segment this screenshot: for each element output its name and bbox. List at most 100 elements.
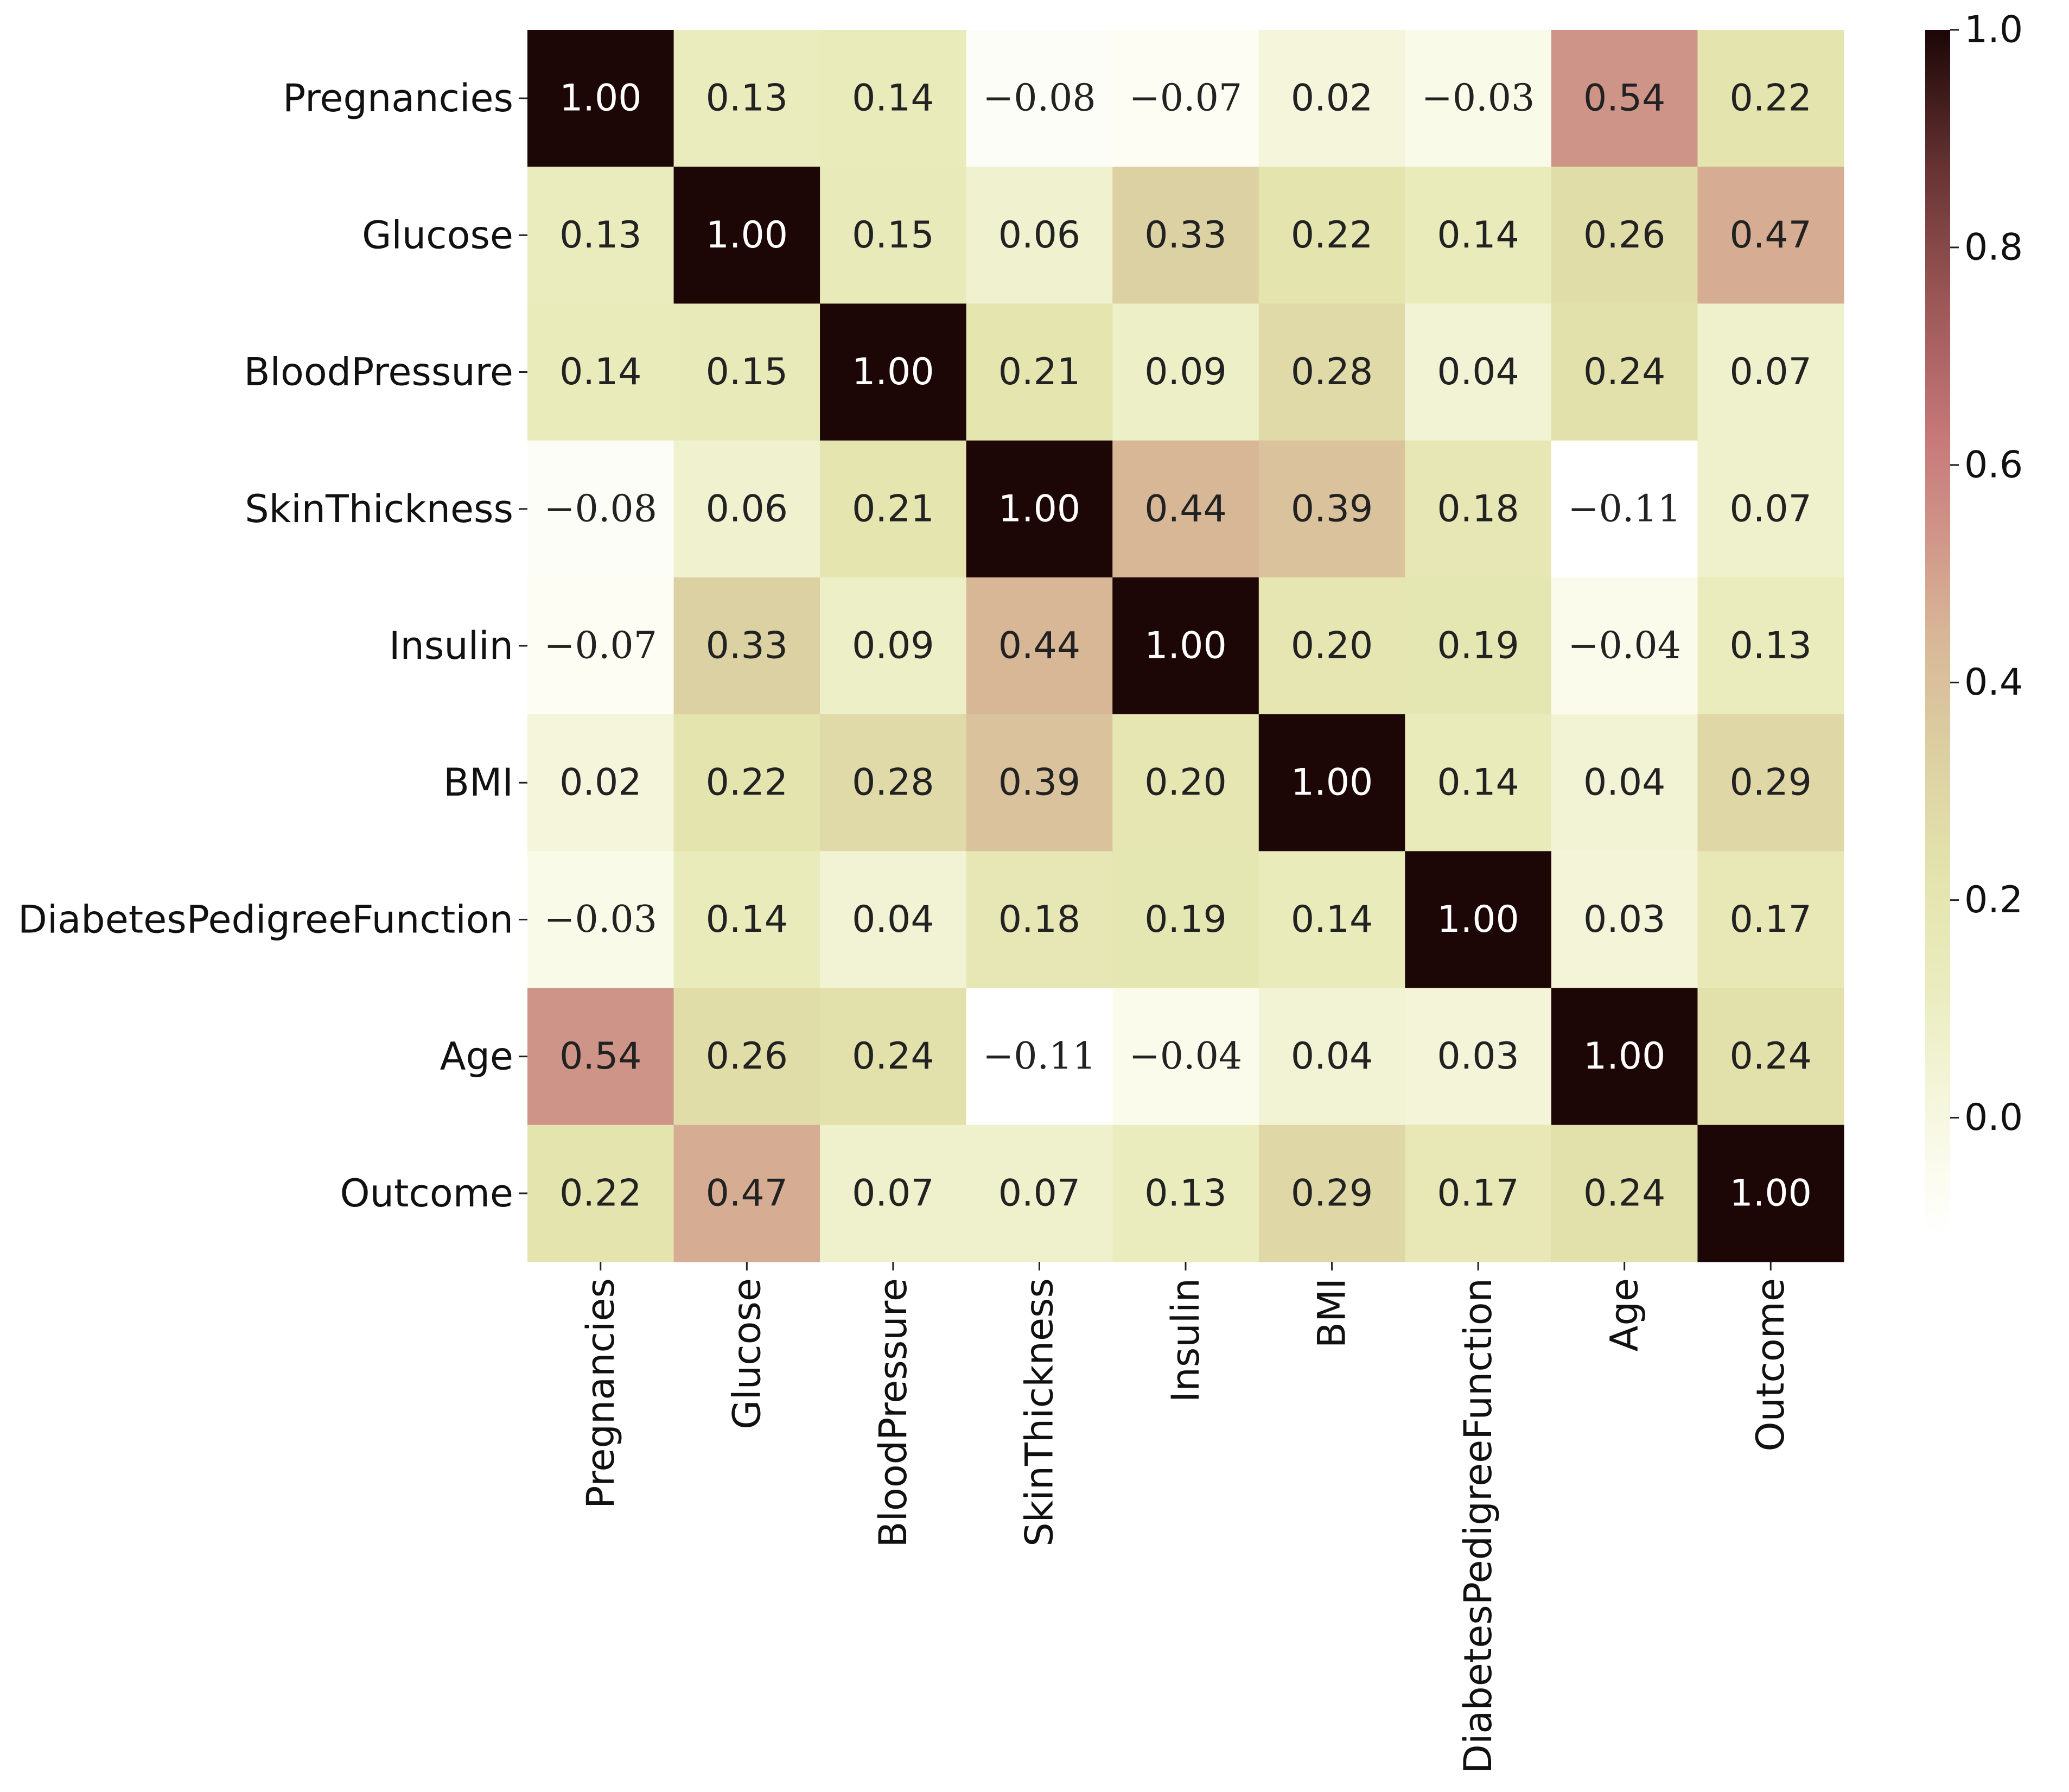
cell-value-label: −0.03 (544, 898, 657, 941)
cell-value-label: 0.26 (706, 1035, 788, 1078)
cell-value-label: 0.39 (998, 761, 1080, 804)
heatmap-cell (1405, 851, 1552, 989)
heatmap-cell (673, 988, 820, 1126)
heatmap-cell (1112, 714, 1259, 851)
heatmap-cell (1112, 440, 1259, 578)
cell-value-label: 0.22 (706, 761, 788, 804)
colorbar-gradient (1925, 30, 1950, 1237)
cell-value-label: 0.19 (1437, 625, 1519, 668)
heatmap-cell (1112, 30, 1259, 167)
heatmap-cell (673, 851, 820, 989)
cell-value-label: 1.00 (1437, 898, 1519, 941)
cell-value-label: 0.22 (1730, 77, 1812, 120)
heatmap-cell (1258, 577, 1405, 715)
x-axis-tick-label: Pregnancies (578, 1278, 623, 1509)
heatmap-cell (1405, 988, 1552, 1126)
heatmap-cell (1405, 30, 1552, 167)
heatmap-cell (1551, 167, 1698, 304)
cell-value-label: 0.07 (1730, 351, 1812, 393)
heatmap-cell (527, 714, 674, 851)
heatmap-cell (527, 1124, 674, 1262)
cell-value-label: 0.18 (998, 898, 1080, 941)
heatmap-cell (1405, 167, 1552, 304)
heatmap-cell (1697, 1124, 1844, 1262)
cell-value-label: 0.14 (1437, 214, 1519, 257)
heatmap-cell (1697, 303, 1844, 441)
x-axis-tick-label: BMI (1310, 1278, 1354, 1348)
cell-value-label: 0.33 (1144, 214, 1226, 257)
cell-value-label: 0.14 (852, 77, 934, 120)
cell-value-label: 0.47 (1730, 214, 1812, 257)
heatmap-cell (527, 167, 674, 304)
heatmap-cell (1697, 167, 1844, 304)
heatmap-cell (966, 440, 1113, 578)
cell-value-label: 0.33 (706, 625, 788, 668)
cell-value-label: 0.24 (1730, 1035, 1812, 1078)
x-axis-tick-label: DiabetesPedigreeFunction (1456, 1278, 1500, 1774)
cell-value-label: 0.04 (1583, 761, 1665, 804)
heatmap-cells (527, 30, 1844, 1262)
heatmap-cell (966, 30, 1113, 167)
colorbar-tick-label: 0.4 (1964, 661, 2023, 704)
heatmap-cell (820, 303, 967, 441)
heatmap-cell (1112, 988, 1259, 1126)
cell-value-label: 0.14 (706, 898, 788, 941)
heatmap-cell (1405, 714, 1552, 851)
heatmap-cell (820, 577, 967, 715)
cell-value-label: 0.28 (1291, 351, 1373, 393)
cell-value-label: 0.04 (1291, 1035, 1373, 1078)
heatmap-cell (527, 440, 674, 578)
heatmap-cell (527, 851, 674, 989)
cell-value-label: 0.06 (706, 487, 788, 530)
heatmap-cell (1405, 577, 1552, 715)
cell-value-label: −0.04 (1568, 625, 1680, 668)
y-axis-tick-label: Outcome (340, 1171, 513, 1216)
heatmap-cell (673, 577, 820, 715)
cell-value-label: 0.28 (852, 761, 934, 804)
cell-value-label: 1.00 (706, 214, 788, 257)
heatmap-cell (966, 1124, 1113, 1262)
heatmap-cell (1405, 1124, 1552, 1262)
heatmap-cell (820, 1124, 967, 1262)
cell-value-label: 1.00 (998, 487, 1080, 530)
x-axis-tick-label: Insulin (1163, 1278, 1208, 1402)
heatmap-cell (1697, 988, 1844, 1126)
cell-value-label: 0.07 (852, 1172, 934, 1215)
cell-value-label: 0.13 (1730, 625, 1812, 668)
cell-value-label: 0.09 (852, 625, 934, 668)
heatmap-cell (527, 303, 674, 441)
cell-value-label: 0.14 (559, 351, 641, 393)
cell-value-label: 0.21 (998, 351, 1080, 393)
heatmap-cell (966, 714, 1113, 851)
cell-value-label: 0.29 (1291, 1172, 1373, 1215)
heatmap-cell (1405, 440, 1552, 578)
heatmap-cell (820, 30, 967, 167)
heatmap-cell (1697, 30, 1844, 167)
cell-value-label: 0.14 (1291, 898, 1373, 941)
cell-value-label: 0.39 (1291, 487, 1373, 530)
cell-value-label: 0.22 (559, 1172, 641, 1215)
cell-value-label: 0.54 (1583, 77, 1665, 120)
cell-value-label: 1.00 (1144, 625, 1226, 668)
cell-value-label: 0.03 (1437, 1035, 1519, 1078)
cell-value-label: −0.11 (1568, 487, 1680, 530)
y-axis-tick-labels: Pregnancies Glucose BloodPressure SkinThick… (18, 76, 527, 1216)
heatmap-cell (527, 988, 674, 1126)
x-axis-tick-label: BloodPressure (871, 1278, 915, 1547)
cell-value-label: 0.29 (1730, 761, 1812, 804)
y-axis-tick-label: Glucose (362, 213, 513, 257)
heatmap-cell (820, 851, 967, 989)
cell-value-label: 0.07 (998, 1172, 1080, 1215)
heatmap-cell (1551, 440, 1698, 578)
cell-value-label: 0.07 (1730, 487, 1812, 530)
heatmap-cell (1697, 440, 1844, 578)
cell-value-label: 0.03 (1583, 898, 1665, 941)
cell-value-label: −0.11 (983, 1035, 1096, 1078)
colorbar-tick-label: 0.8 (1964, 226, 2023, 269)
cell-value-label: 0.24 (852, 1035, 934, 1078)
heatmap-cell (673, 303, 820, 441)
y-axis-tick-label: Age (440, 1034, 513, 1079)
y-axis-tick-label: Insulin (389, 624, 513, 668)
heatmap-cell (1697, 714, 1844, 851)
